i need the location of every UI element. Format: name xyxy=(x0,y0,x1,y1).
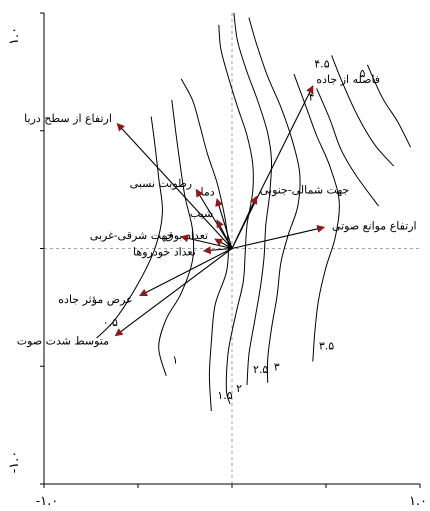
vector-arrow xyxy=(215,198,233,249)
vector-arrow xyxy=(116,122,233,249)
contour-label: ۲.۵ xyxy=(253,363,268,376)
vector-arrow xyxy=(138,248,233,297)
vector-label: فاصله از جاده xyxy=(316,73,380,86)
vector-arrow xyxy=(114,248,233,337)
contour-label: ۲ xyxy=(236,382,242,395)
vector-arrows: فاصله از جاده ارتفاع از سطح دریا ارتفاع مو… xyxy=(17,73,417,348)
vector-label: تعداد بوق xyxy=(165,229,208,242)
x-min-tick-label: -۱.۰ xyxy=(36,494,59,509)
y-min-tick-label: -۱.۰ xyxy=(7,451,22,474)
contour-line xyxy=(233,12,273,386)
contour-label: ۳.۵ xyxy=(319,340,334,353)
contour-label: ۰.۵ xyxy=(103,316,118,329)
contour-line xyxy=(331,55,395,167)
contour-line xyxy=(158,100,195,376)
contour-line xyxy=(96,116,163,339)
contour-line xyxy=(366,64,412,148)
vector-label: رطوبت نسبی xyxy=(130,177,192,190)
y-max-tick-label: ۱.۰ xyxy=(7,27,22,45)
vector-arrow xyxy=(231,85,314,249)
vector-arrow xyxy=(216,219,233,249)
vector-label: دما xyxy=(200,185,214,198)
vector-label: جهت شمالی-جنوبی xyxy=(260,183,349,196)
x-max-tick-label: ۱.۰ xyxy=(409,494,427,509)
contour-line xyxy=(218,24,254,405)
vector-label: ارتفاع از سطح دریا xyxy=(24,112,112,125)
contour-label: ۴ xyxy=(309,90,315,103)
contour-label: ۱.۵ xyxy=(217,389,232,402)
vector-arrow xyxy=(180,234,233,250)
contour-label: ۴.۵ xyxy=(314,57,329,70)
contour-lines: ۰.۵ ۱ ۱.۵ ۲ ۲.۵ ۳ ۳.۵ ۴ ۴.۵ ۵ xyxy=(96,12,412,412)
vector-arrow xyxy=(231,195,258,249)
vector-label: عرض مؤثر جاده xyxy=(58,293,132,306)
vector-arrow xyxy=(195,188,233,249)
vector-arrow xyxy=(231,224,326,250)
vector-label: تعداد خودروها xyxy=(133,246,196,259)
contour-label: ۳ xyxy=(274,361,280,374)
contour-label: ۱ xyxy=(172,354,178,367)
vector-label: شیب xyxy=(190,207,213,220)
vector-label: ارتفاع موانع صوتی xyxy=(332,220,417,233)
vector-label: جهت شرقی-غربی xyxy=(90,229,174,242)
contour-line xyxy=(316,88,380,207)
contour-line xyxy=(293,74,340,362)
vector-label: متوسط شدت صوت xyxy=(17,334,109,347)
vector-arrow xyxy=(214,238,233,249)
contour-line xyxy=(248,17,301,383)
contour-line xyxy=(180,78,229,412)
vector-arrow xyxy=(202,246,233,255)
contour-label: ۵ xyxy=(359,67,365,80)
